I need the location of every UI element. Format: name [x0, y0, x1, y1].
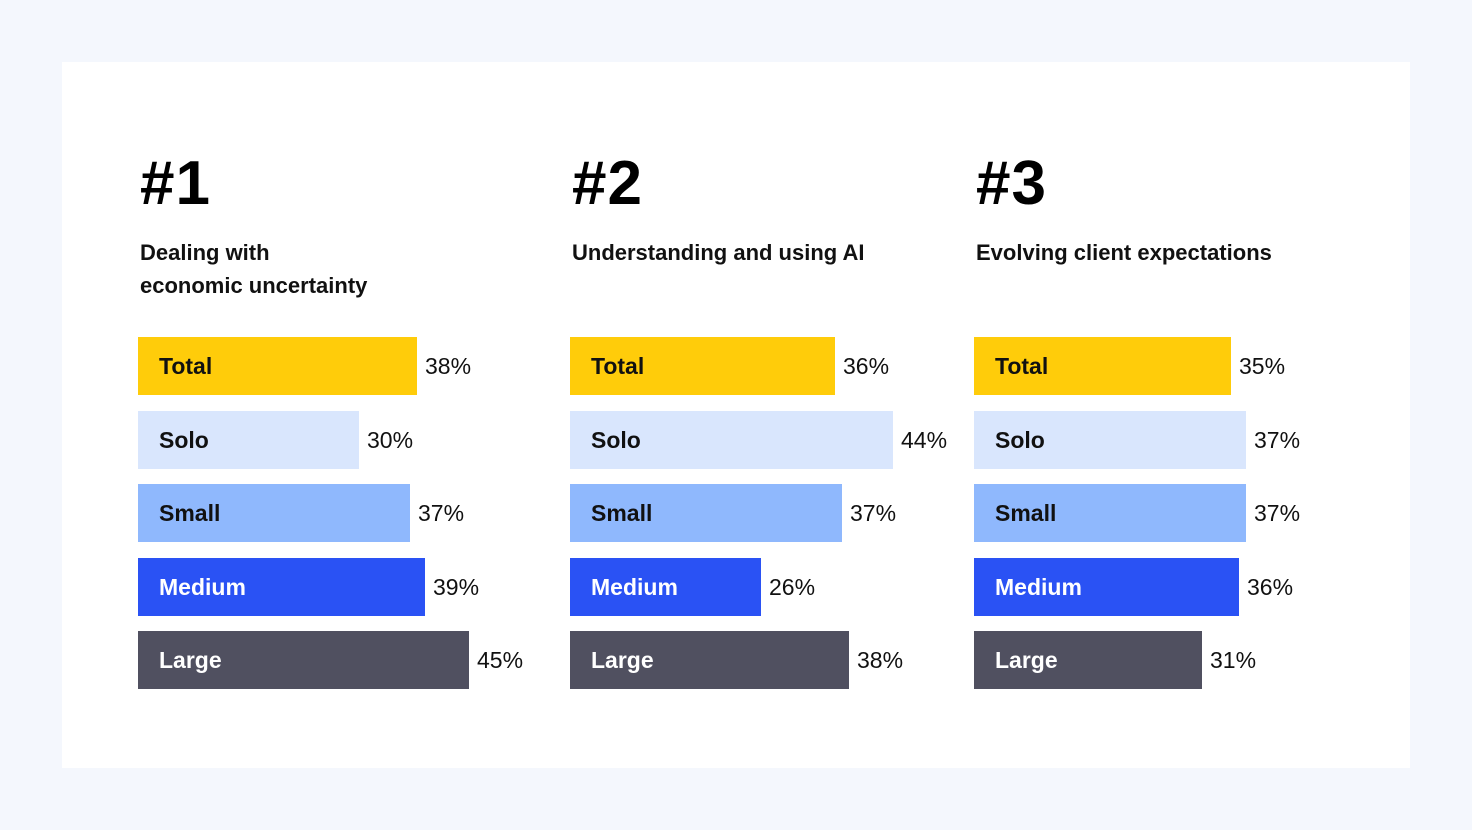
panel-title: Evolving client expectations [976, 240, 1272, 265]
bar-large: Large [570, 631, 849, 689]
bar-value-label: 37% [850, 500, 897, 526]
bar-category-label: Small [591, 500, 653, 526]
bar-row-large: Large 45% [138, 631, 558, 689]
bar-chart: Total 38% Solo 30% Small 37% Medium 39% Large 45% [138, 337, 558, 697]
bar-row-solo: Solo 44% [570, 411, 990, 469]
bar-value-label: 36% [1247, 574, 1294, 600]
bar-category-label: Total [995, 353, 1049, 379]
bar-row-medium: Medium 36% [974, 558, 1394, 616]
bar-category-label: Solo [159, 427, 209, 453]
bar-row-large: Large 38% [570, 631, 990, 689]
panel-rank: #3 [976, 149, 1047, 218]
bar-medium: Medium [138, 558, 425, 616]
bar-large: Large [138, 631, 469, 689]
bar-row-small: Small 37% [138, 484, 558, 542]
bar-value-label: 35% [1239, 353, 1286, 379]
bar-value-label: 45% [477, 647, 524, 673]
bar-value-label: 30% [367, 427, 414, 453]
bar-large: Large [974, 631, 1202, 689]
bar-value-label: 39% [433, 574, 480, 600]
panel-title: Dealing with economic uncertainty [140, 240, 368, 298]
bar-value-label: 36% [843, 353, 890, 379]
panel-rank: #2 [572, 149, 643, 218]
bar-total: Total [138, 337, 417, 395]
bar-small: Small [570, 484, 842, 542]
bar-row-large: Large 31% [974, 631, 1394, 689]
bar-category-label: Total [159, 353, 213, 379]
bar-category-label: Large [159, 647, 222, 673]
bar-value-label: 31% [1210, 647, 1257, 673]
bar-solo: Solo [138, 411, 359, 469]
bar-solo: Solo [570, 411, 893, 469]
ranking-panel-1: #1 Dealing with economic uncertainty Tot… [138, 62, 568, 768]
bar-total: Total [570, 337, 835, 395]
bar-category-label: Large [995, 647, 1058, 673]
bar-category-label: Medium [591, 574, 678, 600]
bar-value-label: 37% [1254, 427, 1301, 453]
bar-medium: Medium [974, 558, 1239, 616]
bar-category-label: Medium [995, 574, 1082, 600]
bar-row-small: Small 37% [570, 484, 990, 542]
bar-value-label: 37% [418, 500, 465, 526]
ranking-panel-2: #2 Understanding and using AI Total 36% So… [570, 62, 980, 768]
bar-row-medium: Medium 39% [138, 558, 558, 616]
panel-title: Understanding and using AI [572, 240, 865, 265]
bar-category-label: Total [591, 353, 645, 379]
bar-row-solo: Solo 30% [138, 411, 558, 469]
bar-category-label: Medium [159, 574, 246, 600]
bar-row-medium: Medium 26% [570, 558, 990, 616]
bar-category-label: Large [591, 647, 654, 673]
bar-row-solo: Solo 37% [974, 411, 1394, 469]
bar-solo: Solo [974, 411, 1246, 469]
bar-category-label: Small [159, 500, 221, 526]
bar-category-label: Solo [591, 427, 641, 453]
bar-chart: Total 35% Solo 37% Small 37% Medium 36% Large 31% [974, 337, 1394, 697]
bar-value-label: 38% [857, 647, 904, 673]
chart-card: #1 Dealing with economic uncertainty Tot… [62, 62, 1410, 768]
bar-row-small: Small 37% [974, 484, 1394, 542]
bar-row-total: Total 36% [570, 337, 990, 395]
bar-chart: Total 36% Solo 44% Small 37% Medium 26% Large 38% [570, 337, 990, 697]
bar-category-label: Solo [995, 427, 1045, 453]
bar-row-total: Total 38% [138, 337, 558, 395]
ranking-panel-3: #3 Evolving client expectations Total 35%… [974, 62, 1394, 768]
bar-value-label: 26% [769, 574, 816, 600]
panel-rank: #1 [140, 149, 211, 218]
bar-small: Small [138, 484, 410, 542]
bar-value-label: 37% [1254, 500, 1301, 526]
bar-value-label: 44% [901, 427, 948, 453]
bar-medium: Medium [570, 558, 761, 616]
bar-small: Small [974, 484, 1246, 542]
bar-total: Total [974, 337, 1231, 395]
bar-row-total: Total 35% [974, 337, 1394, 395]
bar-value-label: 38% [425, 353, 472, 379]
bar-category-label: Small [995, 500, 1057, 526]
